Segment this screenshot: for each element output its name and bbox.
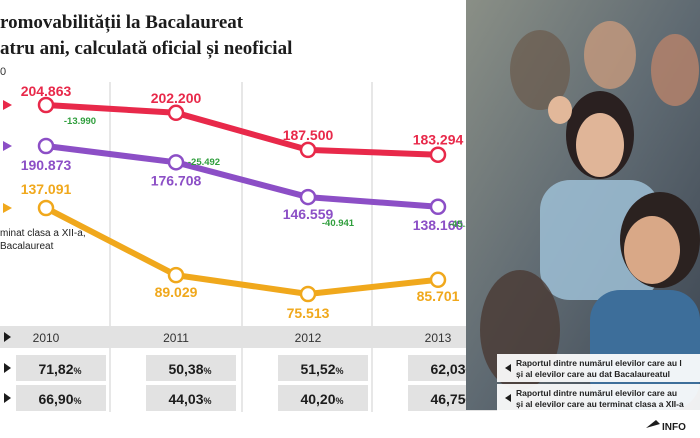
difference-label-2013: -45.134: [449, 219, 482, 230]
data-label-purple-2010: 190.873: [21, 157, 72, 173]
data-label-red-2010: 204.863: [21, 83, 72, 99]
logo-background: [640, 415, 700, 438]
table-cell-bg: [146, 385, 236, 411]
table-row-arrow-icon: [4, 393, 11, 403]
difference-label-2011: -25.492: [188, 157, 220, 168]
difference-label-2010: -13.990: [64, 116, 96, 127]
data-label-orange-2012: 75.513: [287, 305, 330, 321]
notes-layer: Raportul dintre numărul elevilor care au…: [497, 354, 700, 412]
logo-mark-icon: [646, 420, 660, 428]
table-cell-bg: [278, 385, 368, 411]
data-label-red-2011: 202.200: [151, 90, 202, 106]
table-cell-value: 71,82%: [38, 361, 81, 377]
data-label-orange-2011: 89.029: [155, 284, 198, 300]
data-label-orange-2013: 85.701: [417, 288, 460, 304]
note-line-1: Raportul dintre numărul elevilor care au: [516, 388, 677, 398]
data-point-purple-2013: [429, 198, 447, 216]
crowd-photo: [466, 0, 700, 410]
x-tick-2010: 2010: [33, 331, 60, 345]
data-point-purple-2010: [37, 137, 55, 155]
photo-face-1: [576, 113, 624, 177]
data-point-red-2011: [167, 104, 185, 122]
series-line-red: [43, 102, 441, 158]
note-line-2: și al elevilor care au terminat clasa a …: [516, 399, 684, 409]
year-band-arrow-icon: [4, 332, 11, 342]
photo-figure-3: [651, 34, 699, 106]
table-cell-value: 44,03%: [168, 391, 211, 407]
data-point-orange-2012: [299, 285, 317, 303]
series-line-purple: [43, 143, 441, 210]
note-background: [497, 354, 700, 382]
data-point-red-2012: [299, 141, 317, 159]
table-cell-bg: [146, 355, 236, 381]
data-label-red-2012: 187.500: [283, 127, 334, 143]
title-line-2: atru ani, calculată oficial și neoficial: [0, 38, 292, 59]
data-point-orange-2010: [37, 199, 55, 217]
note-arrow-icon: [505, 394, 511, 402]
table-cell-value: 66,90%: [38, 391, 81, 407]
difference-label-2012: -40.941: [322, 218, 355, 229]
table-cell-bg: [16, 355, 106, 381]
data-point-red-2013: [429, 146, 447, 163]
x-tick-2013: 2013: [425, 331, 452, 345]
year-labels: 2010 2011 2012 2013: [33, 331, 452, 345]
legend-note-line-2: Bacalaureat: [0, 241, 54, 252]
legend-note-line-1: minat clasa a XII-a,: [0, 228, 86, 239]
data-label-orange-2010: 137.091: [21, 181, 72, 197]
photo-figure-1: [510, 30, 570, 110]
data-point-purple-2011: [167, 154, 185, 171]
data-label-purple-2011: 176.708: [151, 172, 202, 188]
photo-hand: [548, 96, 572, 124]
series-layer: 204.863 202.200 187.500 183.294 190.873 176.7…: [21, 83, 482, 321]
series-red-marker-icon: [3, 100, 12, 110]
note-background: [497, 384, 700, 412]
x-tick-2011: 2011: [163, 331, 189, 345]
note-line-1: Raportul dintre numărul elevilor care au…: [516, 358, 682, 368]
data-point-orange-2011: [167, 266, 185, 284]
title-partial-label: 0: [0, 66, 6, 78]
data-label-purple-2012: 146.559: [283, 206, 334, 222]
data-point-purple-2012: [299, 188, 317, 206]
table-cell-value: 51,52%: [300, 361, 343, 377]
table-cell-value: 50,38%: [168, 361, 211, 377]
table-cell-value: 40,20%: [300, 391, 343, 407]
title-line-1: romovabilității la Bacalaureat: [0, 12, 244, 33]
year-band: [0, 326, 497, 348]
note-arrow-icon: [505, 364, 511, 372]
note-line-2: și al elevilor care au dat Bacalaureatul: [516, 369, 670, 379]
data-label-purple-2013: 138.160: [413, 217, 464, 233]
data-point-red-2010: [37, 96, 55, 114]
photo-figure-2: [584, 21, 636, 89]
table-row-arrow-icon: [4, 363, 11, 373]
series-orange-marker-icon: [3, 203, 12, 213]
data-label-red-2013: 183.294: [413, 132, 464, 148]
x-tick-2012: 2012: [295, 331, 322, 345]
photo-face-2: [624, 216, 680, 284]
data-point-orange-2013: [429, 271, 447, 289]
table-cell-bg: [278, 355, 368, 381]
series-line-orange: [43, 205, 441, 297]
series-purple-marker-icon: [3, 141, 12, 151]
table-layer: 71,82%50,38%51,52%62,03%66,90%44,03%40,2…: [4, 355, 498, 411]
table-cell-bg: [16, 385, 106, 411]
source-logo: INFO: [662, 422, 686, 433]
